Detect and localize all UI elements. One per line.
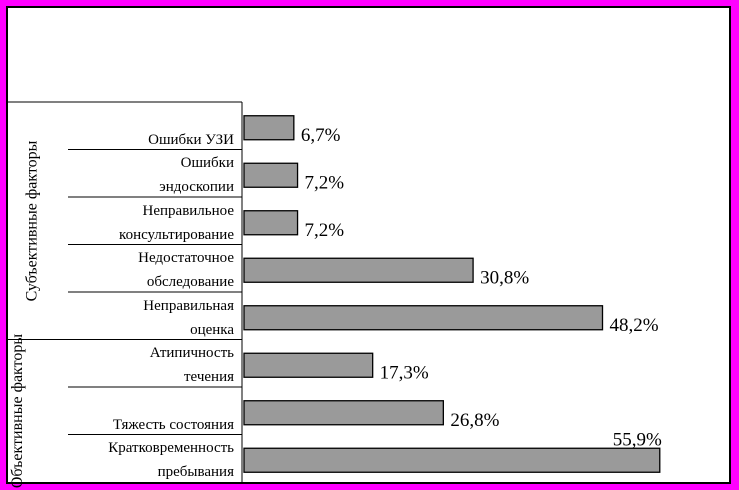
value-label: 7,2% (305, 220, 345, 241)
bar (243, 400, 444, 426)
category-label-line: Ошибки (180, 155, 234, 171)
value-label: 17,3% (380, 362, 429, 383)
bar (243, 257, 474, 283)
category-label-line: консультирование (119, 226, 234, 243)
bar (243, 162, 299, 188)
category-label: Тяжесть состояния (68, 413, 242, 437)
value-label: 26,8% (450, 410, 499, 431)
value-label: 6,7% (301, 125, 341, 146)
value-label: 30,8% (480, 267, 529, 288)
bar (243, 352, 374, 378)
category-label: Недостаточное обследование (68, 246, 242, 294)
category-label-line: Кратковременность (108, 440, 234, 456)
category-label-line: пребывания (157, 464, 234, 480)
category-label: Неправильная оценка (68, 294, 242, 342)
category-label: Атипичность течения (68, 341, 242, 389)
bar-chart: 6,7% 7,2% 7,2% 30,8% 48,2% 17,3% 26,8% 55,9% (8, 101, 662, 482)
category-label-line: эндоскопии (159, 179, 234, 195)
category-label-line: Тяжесть состояния (112, 416, 234, 433)
bar (243, 447, 661, 473)
category-label-line: Недостаточное (138, 250, 234, 266)
value-label: 48,2% (610, 315, 659, 336)
category-label: Ошибки УЗИ (68, 128, 242, 152)
category-label: Кратковременность пребывания (68, 436, 242, 484)
value-label: 7,2% (305, 172, 345, 193)
category-label-line: Ошибки УЗИ (148, 131, 234, 148)
category-label-line: Неправильная (143, 297, 234, 314)
bar (243, 210, 299, 236)
category-label: Ошибки эндоскопии (68, 151, 242, 199)
chart-frame: Ошибки УЗИ Ошибки эндоскопии Неправильное ко… (6, 6, 731, 488)
category-label-line: обследование (146, 274, 234, 290)
bar (243, 305, 604, 331)
category-label-line: течения (184, 369, 234, 385)
category-label-line: Неправильное (142, 202, 234, 219)
category-label: Неправильное консультирование (68, 199, 242, 247)
category-label-line: Атипичность (149, 345, 234, 361)
value-label: 55,9% (613, 429, 662, 450)
bar (243, 115, 295, 141)
category-label-line: оценка (190, 321, 234, 338)
